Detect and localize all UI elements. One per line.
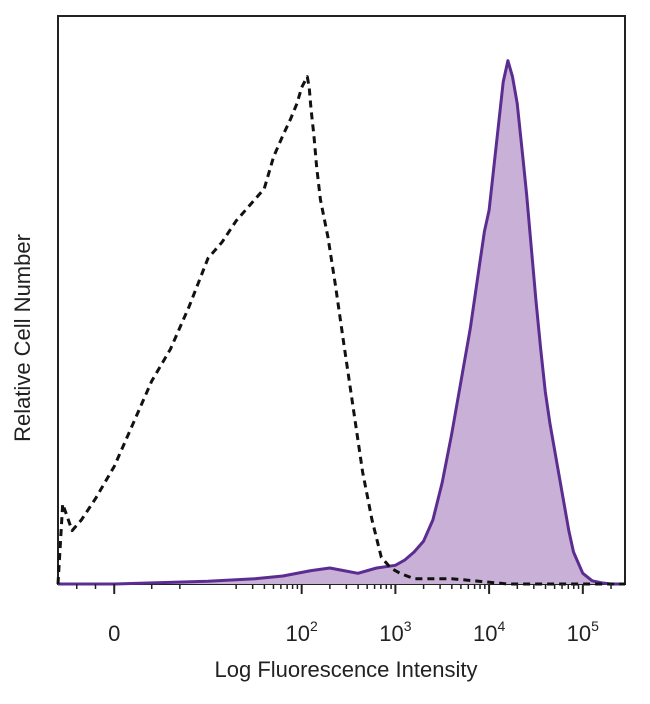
y-axis-title: Relative Cell Number [10, 234, 35, 442]
x-ticks: 0 102 103 104 105 [75, 584, 612, 646]
series-1-fill [58, 60, 625, 584]
x-tick-label: 105 [567, 618, 599, 646]
series-1-line [58, 59, 625, 586]
x-tick-label: 104 [473, 618, 505, 646]
x-axis-title: Log Fluorescence Intensity [215, 657, 478, 682]
series-layer [56, 59, 625, 586]
series-0-line [56, 75, 625, 586]
x-tick-label: 103 [379, 618, 411, 646]
x-tick-label: 0 [108, 621, 120, 646]
x-tick-label: 102 [286, 618, 318, 646]
